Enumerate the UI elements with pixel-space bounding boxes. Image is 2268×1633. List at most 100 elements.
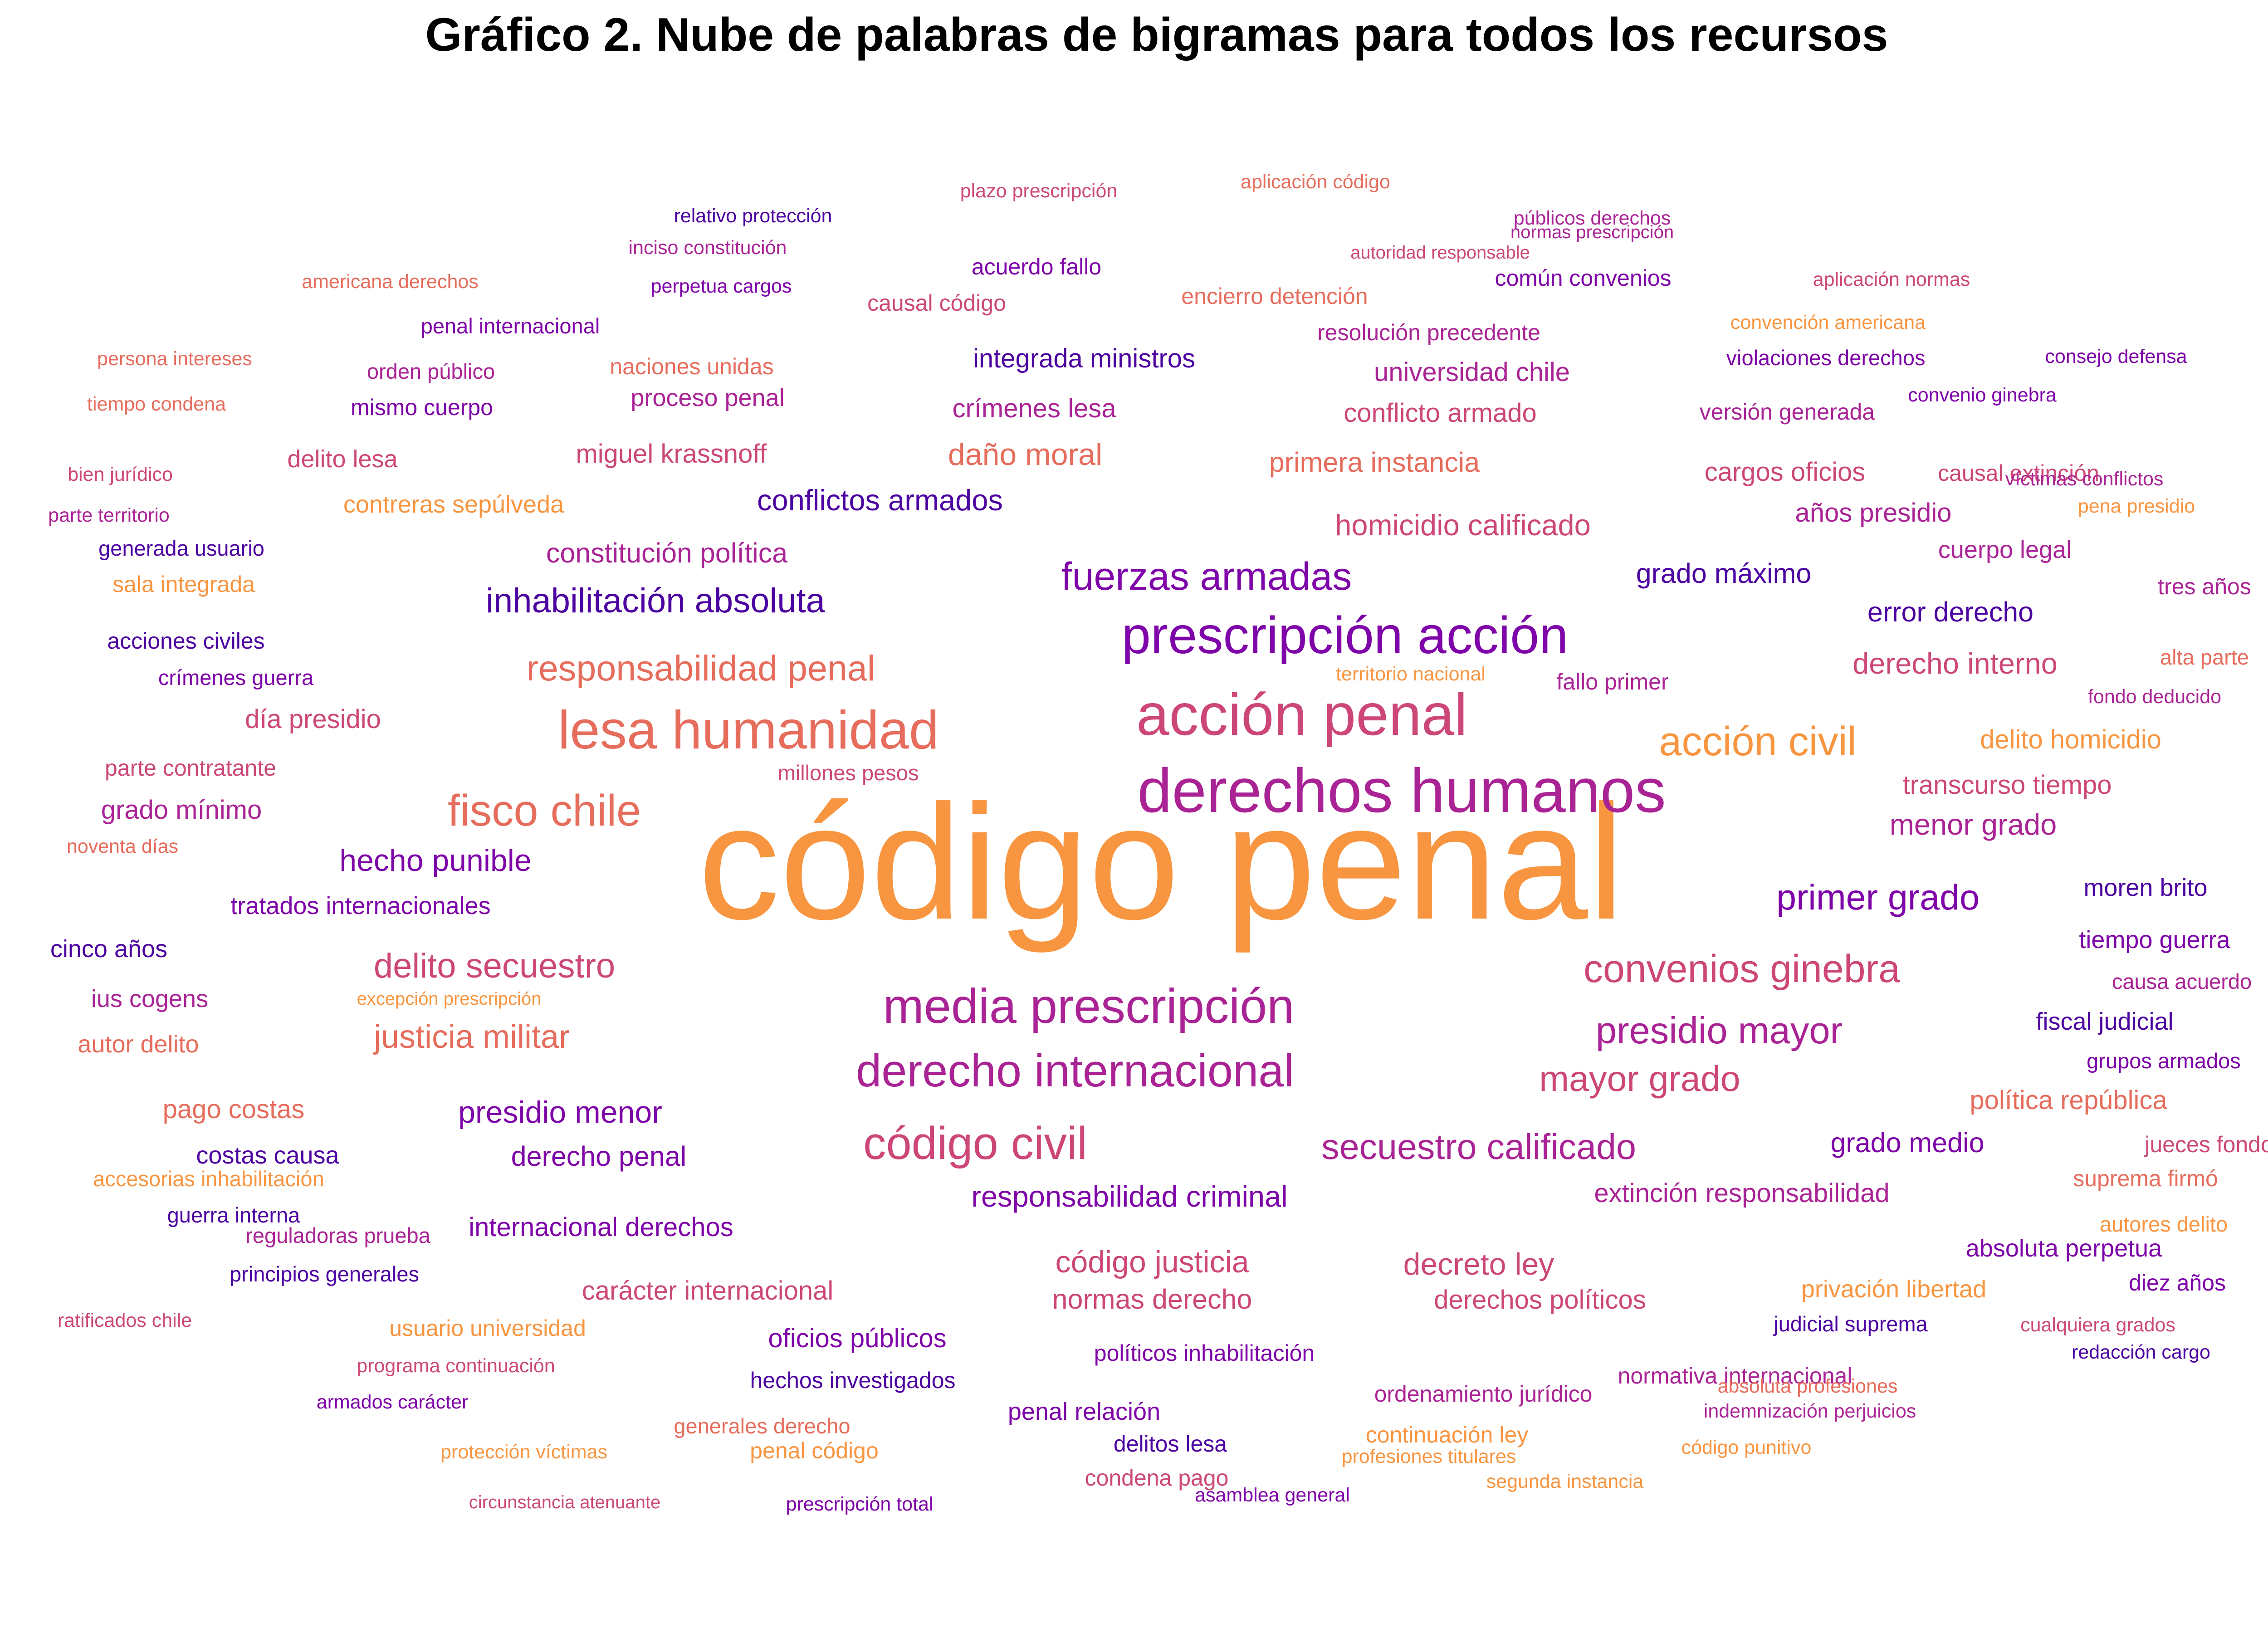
- word-tratados-internacionales: tratados internacionales: [230, 892, 490, 919]
- word-codigo-justicia: código justicia: [1055, 1245, 1249, 1279]
- word-delito-lesa: delito lesa: [287, 445, 398, 473]
- word-suprema-firmo: suprema firmó: [2073, 1166, 2218, 1191]
- word-delito-homicidio: delito homicidio: [1980, 725, 2161, 754]
- word-principios-generales: principios generales: [230, 1262, 419, 1286]
- word-acuerdo-fallo: acuerdo fallo: [972, 254, 1101, 279]
- word-convenios-ginebra: convenios ginebra: [1584, 947, 1900, 991]
- word-constitucion-politica: constitución política: [546, 538, 787, 568]
- word-codigo-penal: código penal: [698, 771, 1624, 954]
- word-costas-causa: costas causa: [196, 1142, 339, 1169]
- word-plazo-prescripcion: plazo prescripción: [960, 180, 1118, 202]
- word-absoluta-profesiones: absoluta profesiones: [1718, 1375, 1898, 1397]
- word-accion-civil: acción civil: [1659, 719, 1856, 764]
- word-ordenamiento-juridico: ordenamiento jurídico: [1374, 1381, 1593, 1407]
- word-conflicto-armado: conflicto armado: [1344, 398, 1537, 428]
- word-accesorias-inhabilitacion: accesorias inhabilitación: [93, 1167, 324, 1191]
- word-normas-derecho: normas derecho: [1052, 1284, 1252, 1315]
- word-accion-penal: acción penal: [1136, 681, 1467, 748]
- word-justicia-militar: justicia militar: [373, 1019, 570, 1055]
- word-conflictos-armados: conflictos armados: [757, 484, 1003, 517]
- word-tiempo-condena: tiempo condena: [87, 393, 226, 415]
- word-fuerzas-armadas: fuerzas armadas: [1061, 555, 1352, 598]
- word-convenio-ginebra: convenio ginebra: [1908, 384, 2057, 406]
- word-americana-derechos: americana derechos: [302, 271, 479, 293]
- word-cargos-oficios: cargos oficios: [1705, 457, 1866, 487]
- word-lesa-humanidad: lesa humanidad: [558, 700, 939, 760]
- word-programa-continuacion: programa continuación: [357, 1355, 555, 1377]
- word-grado-medio: grado medio: [1830, 1127, 1984, 1158]
- word-encierro-detencion: encierro detención: [1181, 284, 1368, 309]
- word-guerra-interna: guerra interna: [167, 1203, 300, 1227]
- word-presidio-menor: presidio menor: [458, 1095, 662, 1129]
- word-dano-moral: daño moral: [948, 437, 1102, 472]
- word-integrada-ministros: integrada ministros: [973, 344, 1195, 373]
- word-causa-acuerdo: causa acuerdo: [2112, 969, 2252, 993]
- word-autores-delito: autores delito: [2100, 1212, 2228, 1236]
- word-consejo-defensa: consejo defensa: [2045, 346, 2187, 367]
- word-redaccion-cargo: redacción cargo: [2072, 1341, 2210, 1363]
- word-homicidio-calificado: homicidio calificado: [1335, 508, 1591, 542]
- word-crimenes-guerra: crímenes guerra: [158, 665, 314, 689]
- word-pago-costas: pago costas: [163, 1095, 305, 1124]
- word-parte-territorio: parte territorio: [48, 504, 170, 526]
- word-orden-publico: orden público: [367, 359, 495, 383]
- word-miguel-krassnoff: miguel krassnoff: [576, 439, 767, 469]
- word-generada-usuario: generada usuario: [98, 536, 264, 560]
- word-aplicacion-normas: aplicación normas: [1813, 269, 1970, 290]
- word-grupos-armados: grupos armados: [2087, 1049, 2241, 1073]
- word-profesiones-titulares: profesiones titulares: [1342, 1446, 1516, 1467]
- word-fisco-chile: fisco chile: [448, 786, 641, 835]
- word-extincion-responsabilidad: extinción responsabilidad: [1594, 1178, 1889, 1208]
- word-judicial-suprema: judicial suprema: [1773, 1312, 1928, 1336]
- word-territorio-nacional: territorio nacional: [1336, 663, 1486, 685]
- word-media-prescripcion: media prescripción: [883, 978, 1294, 1033]
- word-prescripcion-accion: prescripción acción: [1122, 606, 1568, 665]
- word-publicos-derechos: públicos derechos: [1514, 207, 1671, 229]
- word-diez-anos: diez años: [2129, 1270, 2226, 1296]
- word-jueces-fondo: jueces fondo: [2144, 1132, 2268, 1157]
- word-violaciones-derechos: violaciones derechos: [1726, 346, 1926, 370]
- word-continuacion-ley: continuación ley: [1366, 1422, 1529, 1447]
- word-primer-grado: primer grado: [1776, 877, 1980, 917]
- word-presidio-mayor: presidio mayor: [1596, 1009, 1843, 1051]
- word-primera-instancia: primera instancia: [1269, 447, 1480, 478]
- word-responsabilidad-criminal: responsabilidad criminal: [971, 1180, 1287, 1213]
- word-ratificados-chile: ratificados chile: [58, 1310, 192, 1331]
- word-privacion-libertad: privación libertad: [1801, 1276, 1986, 1303]
- word-internacional-derechos: internacional derechos: [469, 1213, 733, 1242]
- word-sala-integrada: sala integrada: [112, 572, 255, 597]
- word-parte-contratante: parte contratante: [105, 755, 276, 781]
- chart-title: Gráfico 2. Nube de palabras de bigramas …: [425, 9, 1888, 61]
- word-resolucion-precedente: resolución precedente: [1317, 320, 1540, 345]
- word-perpetua-cargos: perpetua cargos: [651, 275, 792, 297]
- word-penal-relacion: penal relación: [1008, 1398, 1160, 1425]
- word-persona-intereses: persona intereses: [97, 348, 252, 370]
- word-penal-codigo: penal código: [750, 1438, 879, 1463]
- word-prescripcion-total: prescripción total: [786, 1493, 933, 1515]
- word-comun-convenios: común convenios: [1495, 265, 1671, 291]
- word-caracter-internacional: carácter internacional: [582, 1276, 834, 1305]
- word-bien-juridico: bien jurídico: [68, 464, 173, 485]
- word-tres-anos: tres años: [2158, 574, 2251, 599]
- word-tiempo-guerra: tiempo guerra: [2079, 926, 2230, 953]
- word-normativa-internacional: normativa internacional: [1618, 1363, 1853, 1389]
- word-responsabilidad-penal: responsabilidad penal: [527, 648, 875, 688]
- word-asamblea-general: asamblea general: [1195, 1484, 1350, 1506]
- word-autor-delito: autor delito: [78, 1031, 199, 1058]
- word-error-derecho: error derecho: [1867, 596, 2033, 627]
- word-derecho-penal: derecho penal: [511, 1141, 687, 1172]
- word-reguladoras-prueba: reguladoras prueba: [245, 1223, 430, 1247]
- word-hecho-punible: hecho punible: [339, 843, 531, 878]
- word-secuestro-calificado: secuestro calificado: [1321, 1126, 1636, 1167]
- word-alta-parte: alta parte: [2160, 645, 2249, 669]
- word-causal-codigo: causal código: [867, 290, 1006, 316]
- word-cuerpo-legal: cuerpo legal: [1938, 536, 2072, 563]
- word-relativo-proteccion: relativo protección: [674, 205, 832, 227]
- word-excepcion-prescripcion: excepción prescripción: [357, 989, 542, 1009]
- word-inciso-constitucion: inciso constitución: [629, 237, 787, 259]
- word-proceso-penal: proceso penal: [631, 384, 784, 411]
- word-decreto-ley: decreto ley: [1403, 1247, 1554, 1281]
- word-delito-secuestro: delito secuestro: [374, 947, 615, 985]
- word-politicos-inhabilitacion: políticos inhabilitación: [1094, 1340, 1315, 1366]
